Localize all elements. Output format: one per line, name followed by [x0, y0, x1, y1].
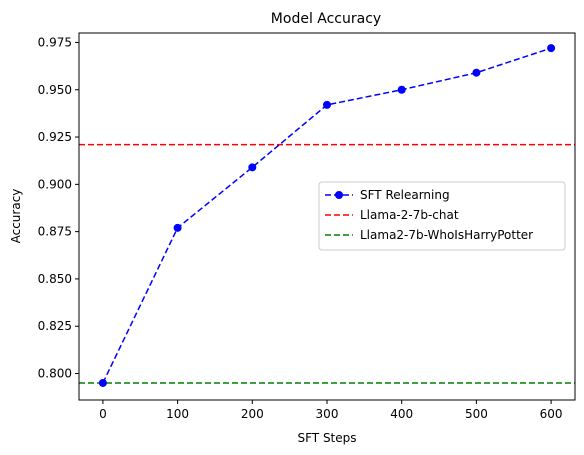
legend-label: Llama-2-7b-chat [360, 208, 459, 222]
x-tick-label: 200 [241, 407, 264, 421]
y-tick-label: 0.950 [38, 83, 72, 97]
legend-box [318, 181, 566, 251]
data-point-1-5 [397, 85, 406, 94]
x-tick-label: 400 [390, 407, 413, 421]
y-axis-label: Accuracy [9, 189, 23, 244]
data-point-1-6 [472, 68, 481, 77]
y-tick-label: 0.800 [38, 367, 72, 381]
legend: SFT Relearning Llama-2-7b-chat Llama2-7b-W… [318, 181, 566, 251]
legend-label: SFT Relearning [360, 188, 450, 202]
x-axis-label: SFT Steps [297, 431, 356, 445]
data-point-1-2 [173, 223, 182, 232]
x-tick-label: 600 [540, 407, 563, 421]
y-tick-label: 0.925 [38, 130, 72, 144]
x-tick-label: 500 [465, 407, 488, 421]
chart-title: Model Accuracy [271, 11, 381, 27]
y-tick-label: 0.900 [38, 177, 72, 191]
x-tick-label: 100 [166, 407, 189, 421]
data-point-1-3 [248, 163, 257, 172]
data-point-1-7 [547, 44, 556, 53]
data-point-1-1 [98, 378, 107, 387]
y-tick-label: 0.825 [38, 319, 72, 333]
y-tick-label: 0.875 [38, 225, 72, 239]
legend-label: Llama2-7b-WhoIsHarryPotter [360, 228, 533, 242]
x-tick-label: 0 [99, 407, 107, 421]
y-tick-label: 0.850 [38, 272, 72, 286]
x-tick-label: 300 [316, 407, 339, 421]
data-point-1-4 [323, 100, 331, 109]
legend-marker [335, 191, 343, 199]
y-tick-label: 0.975 [38, 35, 72, 49]
